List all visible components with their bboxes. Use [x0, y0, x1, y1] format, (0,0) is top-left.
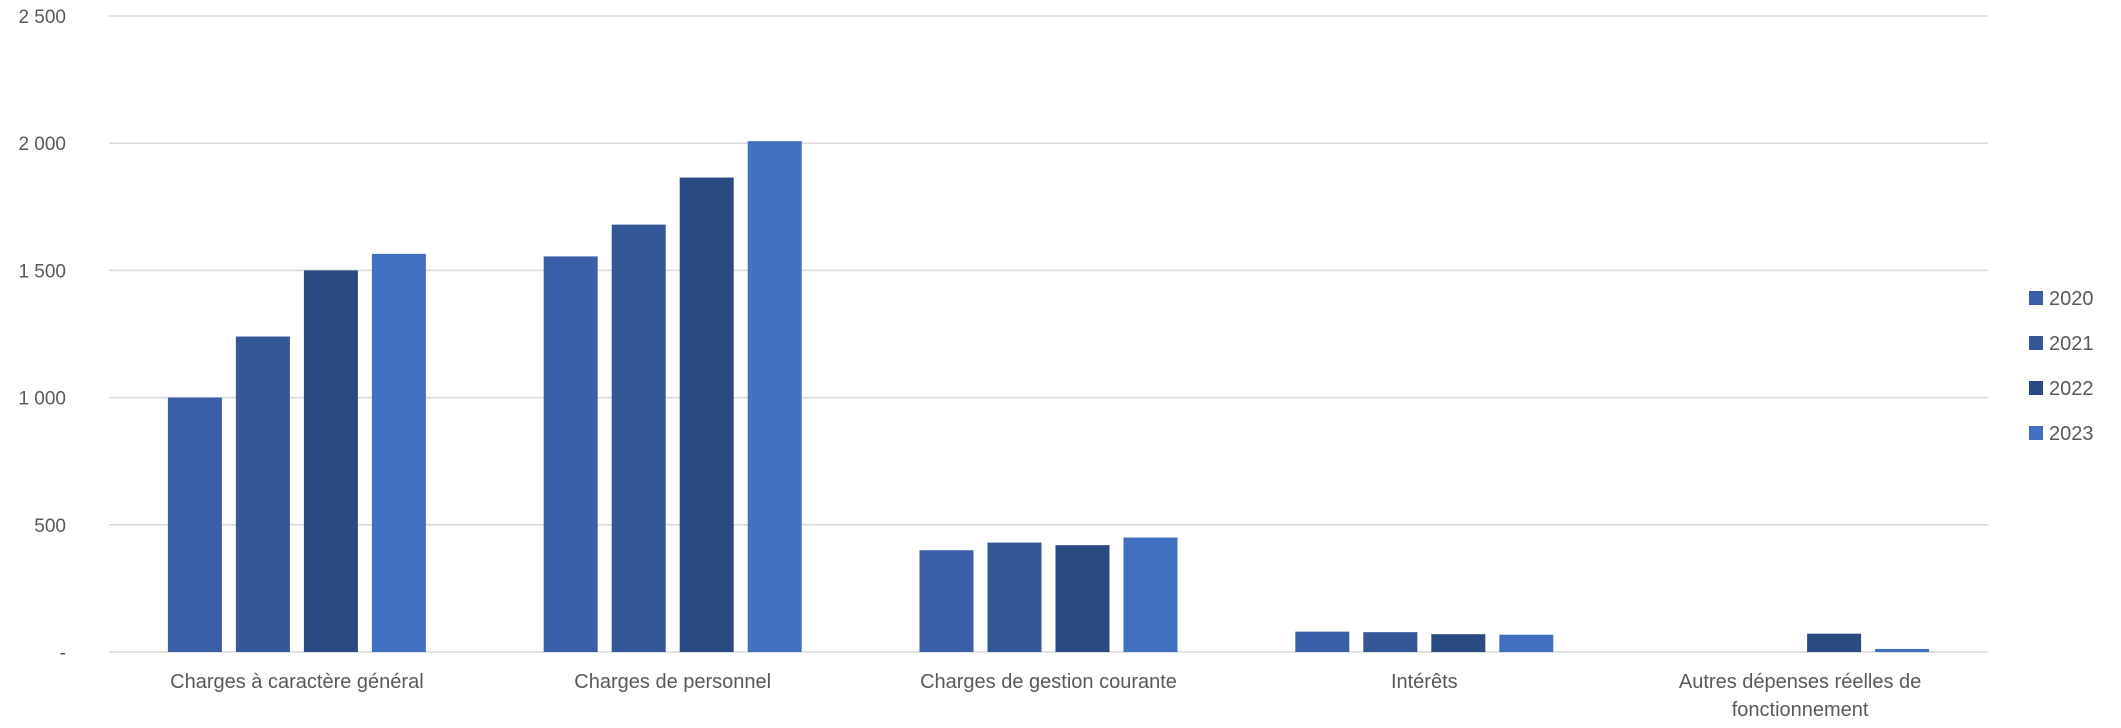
bar-2021-cat-1	[611, 224, 666, 652]
bar-2023-cat-0	[371, 253, 426, 652]
x-category-label: Charges de gestion courante	[920, 671, 1177, 693]
bar-2020-cat-0	[167, 397, 222, 652]
y-tick-label: 1 000	[18, 389, 66, 410]
bar-2021-cat-0	[235, 336, 290, 652]
legend-label: 2022	[2049, 378, 2094, 400]
y-tick-label: 1 500	[18, 261, 66, 282]
x-category-label: Charges de personnel	[574, 671, 771, 693]
x-category-label: Autres dépenses réelles de	[1679, 671, 1921, 693]
y-tick-label: 2 500	[18, 7, 66, 28]
x-category-label: Intérêts	[1391, 671, 1458, 693]
bar-2022-cat-1	[679, 177, 734, 652]
bar-2020-cat-1	[543, 256, 598, 652]
legend-label: 2021	[2049, 333, 2094, 355]
bar-2020-cat-3	[1295, 631, 1350, 652]
y-tick-label: 2 000	[18, 134, 66, 155]
legend-label: 2023	[2049, 423, 2094, 445]
x-category-label: Charges à caractère général	[170, 671, 423, 693]
bar-2023-cat-1	[747, 141, 802, 652]
legend: 2020 2021 2022 2023	[2029, 288, 2094, 445]
bar-2022-cat-2	[1055, 545, 1110, 652]
bar-2022-cat-3	[1431, 634, 1486, 652]
bar-2020-cat-2	[919, 550, 974, 652]
bars	[167, 141, 1930, 652]
bar-2021-cat-2	[987, 542, 1042, 652]
bar-2021-cat-3	[1363, 632, 1418, 652]
y-axis-tick-labels: - 500 1 000 1 500 2 000 2 500	[18, 7, 66, 664]
y-tick-label: 500	[34, 516, 66, 537]
x-category-label: fonctionnement	[1732, 699, 1869, 721]
bar-2023-cat-2	[1123, 537, 1178, 652]
bar-2022-cat-0	[303, 270, 358, 652]
bar-2022-cat-4	[1807, 633, 1862, 652]
legend-swatch	[2029, 426, 2043, 440]
legend-label: 2020	[2049, 288, 2094, 310]
x-axis-category-labels: Charges à caractère général Charges de pe…	[170, 671, 1921, 721]
legend-swatch	[2029, 381, 2043, 395]
legend-swatch	[2029, 291, 2043, 305]
bar-2023-cat-4	[1875, 648, 1930, 652]
y-tick-label: -	[60, 643, 66, 664]
legend-swatch	[2029, 336, 2043, 350]
bar-2023-cat-3	[1499, 634, 1554, 652]
